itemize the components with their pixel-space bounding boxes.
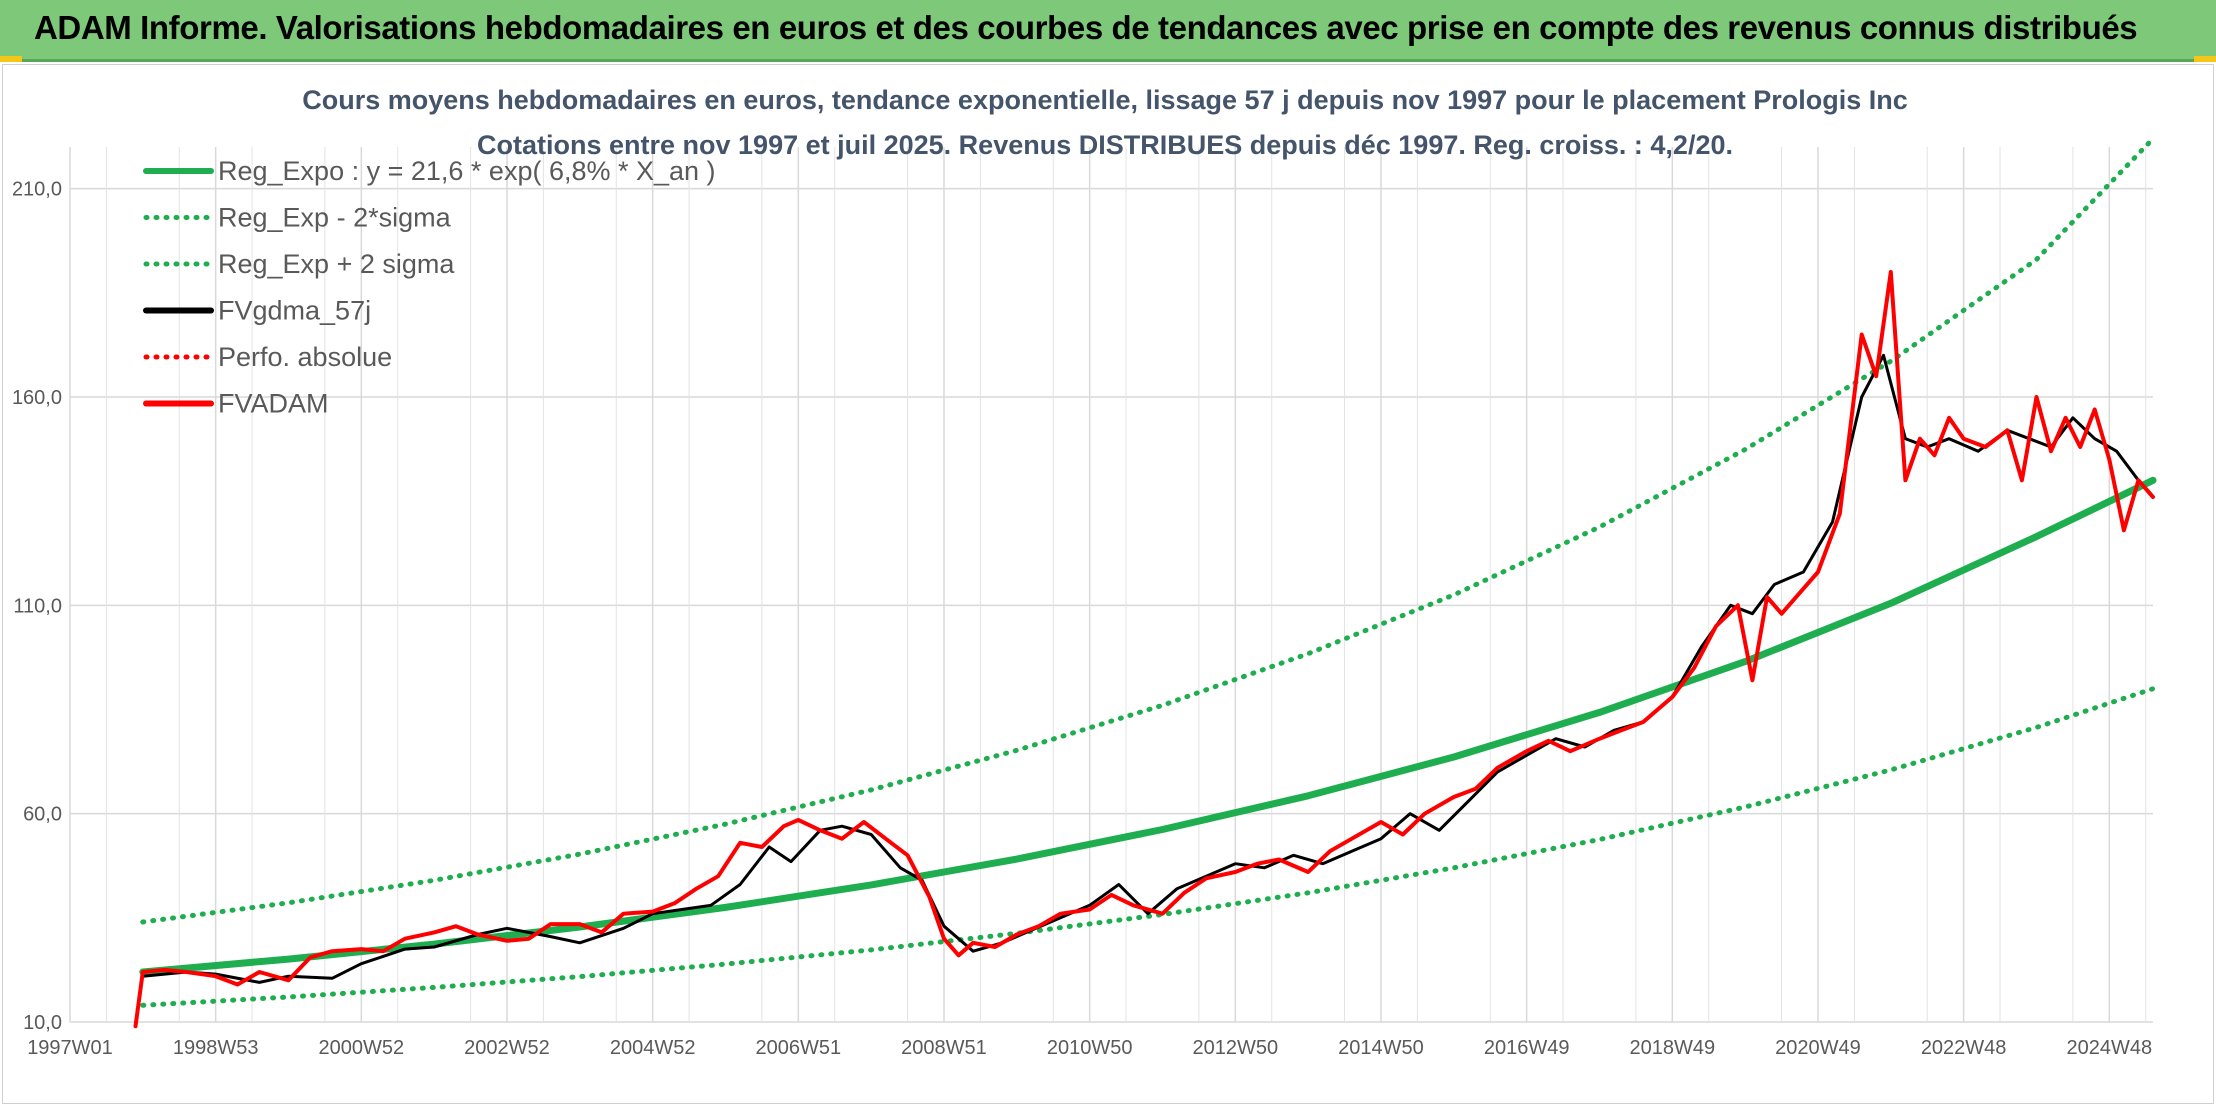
y-tick-label: 210,0	[12, 179, 62, 201]
x-tick-label: 2014W50	[1338, 1037, 1424, 1059]
x-tick-label: 2018W49	[1629, 1037, 1715, 1059]
legend-label-0: Reg_Expo : y = 21,6 * exp( 6,8% * X_an )	[218, 156, 716, 186]
series-layer	[133, 136, 2157, 1029]
chart-title: Cours moyens hebdomadaires en euros, ten…	[302, 85, 1908, 115]
x-tick-label: 1997W01	[27, 1037, 113, 1059]
x-tick-label: 2002W52	[464, 1037, 550, 1059]
report-title: ADAM Informe. Valorisations hebdomadaire…	[34, 9, 2138, 46]
chart-legend: Reg_Expo : y = 21,6 * exp( 6,8% * X_an )…	[143, 156, 716, 419]
series-line-3	[141, 353, 2155, 984]
legend-label-1: Reg_Exp - 2*sigma	[218, 203, 452, 233]
y-tick-label: 160,0	[12, 387, 62, 409]
series-line-0	[139, 476, 2157, 976]
x-tick-label: 1998W53	[173, 1037, 259, 1059]
chart-area: Cours moyens hebdomadaires en euros, ten…	[2, 64, 2214, 1104]
x-tick-label: 2012W50	[1193, 1037, 1279, 1059]
x-tick-label: 2006W51	[756, 1037, 842, 1059]
corner-marker-right	[2194, 56, 2216, 62]
corner-marker-left	[0, 56, 22, 62]
x-axis-ticks: 1997W01 1998W53 2000W52 2002W52 2004W52 2006W…	[27, 1037, 2152, 1059]
legend-label-4: Perfo. absolue	[218, 342, 392, 372]
y-axis-ticks: 10,0 60,0 110,0 160,0 210,0	[12, 179, 62, 1034]
report-header-banner: ADAM Informe. Valorisations hebdomadaire…	[0, 0, 2216, 62]
legend-label-3: FVgdma_57j	[218, 296, 371, 326]
legend-label-5: FVADAM	[218, 389, 329, 419]
chart-svg: Cours moyens hebdomadaires en euros, ten…	[12, 85, 2157, 1059]
series-line-1	[140, 686, 2156, 1008]
y-tick-label: 10,0	[23, 1012, 62, 1034]
series-line-5	[133, 270, 2155, 1029]
y-tick-label: 110,0	[13, 595, 62, 617]
x-tick-label: 2024W48	[2066, 1037, 2152, 1059]
legend-label-2: Reg_Exp + 2 sigma	[218, 249, 455, 279]
x-tick-label: 2010W50	[1047, 1037, 1133, 1059]
x-tick-label: 2020W49	[1775, 1037, 1861, 1059]
chart-subtitle: Cotations entre nov 1997 et juil 2025. R…	[477, 130, 1733, 160]
x-tick-label: 2004W52	[610, 1037, 696, 1059]
x-tick-label: 2008W51	[901, 1037, 987, 1059]
x-tick-label: 2016W49	[1484, 1037, 1570, 1059]
chart-grid	[69, 147, 2153, 1023]
x-tick-label: 2022W48	[1921, 1037, 2007, 1059]
x-tick-label: 2000W52	[319, 1037, 405, 1059]
y-tick-label: 60,0	[23, 804, 62, 826]
